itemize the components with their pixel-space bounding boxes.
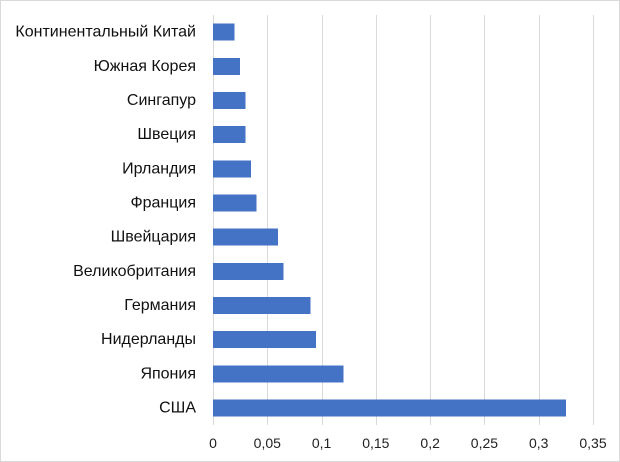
- x-tick-label: 0,15: [362, 435, 389, 451]
- x-tick-label: 0,35: [579, 435, 606, 451]
- category-label: Ирландия: [122, 160, 196, 177]
- bar: [213, 331, 317, 349]
- category-label: Швеция: [137, 126, 196, 143]
- bars: [213, 23, 566, 417]
- category-label: Япония: [140, 365, 196, 382]
- x-tick-label: 0,05: [254, 435, 281, 451]
- category-label: США: [159, 399, 196, 416]
- bar: [213, 160, 251, 178]
- bar: [213, 23, 235, 41]
- bar: [213, 262, 284, 280]
- category-label: Великобритания: [73, 263, 196, 280]
- category-label: Германия: [124, 297, 196, 314]
- x-tick-label: 0,1: [312, 435, 332, 451]
- category-label: Нидерланды: [101, 331, 196, 348]
- category-label: Сингапур: [127, 92, 196, 109]
- bar: [213, 194, 257, 212]
- category-label: Швейцария: [111, 229, 196, 246]
- category-label: Франция: [130, 194, 196, 211]
- bar: [213, 365, 344, 383]
- bar: [213, 57, 241, 75]
- bar: [213, 399, 566, 417]
- x-tick-label: 0,2: [420, 435, 440, 451]
- x-tick-label: 0,25: [471, 435, 498, 451]
- category-label: Континентальный Китай: [15, 24, 196, 41]
- category-label: Южная Корея: [94, 58, 196, 75]
- x-tick-label: 0,3: [529, 435, 549, 451]
- bar: [213, 228, 279, 246]
- bar: [213, 296, 311, 314]
- x-tick-label: 0: [209, 435, 217, 451]
- grid-lines: [213, 15, 594, 425]
- category-labels: Континентальный Китай Южная Корея Сингапур…: [15, 24, 196, 417]
- bar: [213, 91, 246, 109]
- bar: [213, 126, 246, 144]
- x-axis-tick-labels: 0 0,05 0,1 0,15 0,2 0,25 0,3 0,35: [209, 435, 607, 451]
